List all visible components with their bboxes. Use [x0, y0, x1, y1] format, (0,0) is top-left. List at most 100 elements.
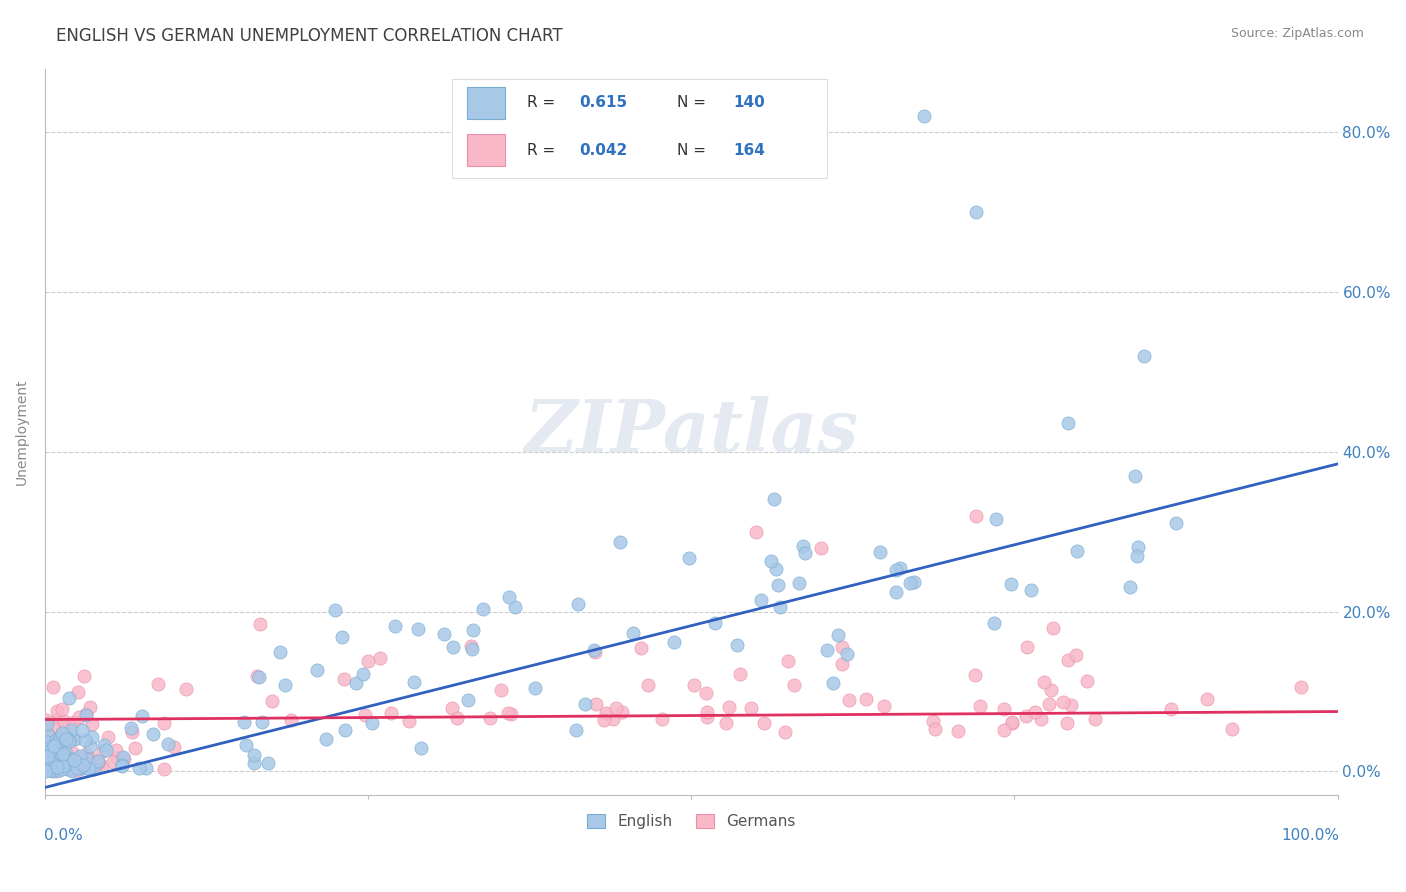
Point	[984, 512, 1007, 526]
Point	[62, 746, 84, 760]
Point	[45, 732, 67, 747]
Point	[59, 762, 82, 776]
Point	[39, 757, 62, 772]
Point	[45, 760, 67, 774]
Point	[42, 680, 65, 694]
Point	[1033, 674, 1056, 689]
Point	[817, 642, 839, 657]
Point	[53, 714, 76, 728]
Point	[66, 761, 89, 775]
Point	[585, 697, 607, 711]
Point	[73, 732, 96, 747]
Point	[37, 751, 59, 765]
Text: 0.0%: 0.0%	[44, 828, 83, 843]
Point	[60, 763, 83, 777]
Point	[963, 668, 986, 682]
Point	[124, 741, 146, 756]
Point	[56, 757, 79, 772]
Point	[152, 715, 174, 730]
Point	[1040, 683, 1063, 698]
Point	[745, 524, 768, 539]
Point	[51, 725, 73, 739]
Point	[35, 715, 58, 730]
Point	[53, 749, 76, 764]
Point	[1195, 692, 1218, 706]
Point	[478, 711, 501, 725]
Point	[404, 674, 426, 689]
Point	[332, 630, 354, 644]
Point	[42, 759, 65, 773]
Point	[593, 713, 616, 727]
Point	[651, 712, 673, 726]
Point	[82, 730, 104, 744]
Point	[75, 747, 97, 762]
Point	[564, 723, 586, 737]
Point	[630, 640, 652, 655]
Point	[765, 562, 787, 576]
Point	[45, 756, 67, 770]
Point	[773, 724, 796, 739]
Point	[121, 721, 143, 735]
Point	[333, 672, 356, 686]
Point	[37, 734, 59, 748]
Point	[35, 754, 58, 768]
Point	[39, 763, 62, 777]
Point	[965, 508, 987, 523]
Point	[128, 761, 150, 775]
Text: ZIPatlas: ZIPatlas	[524, 396, 859, 467]
Point	[80, 751, 103, 765]
Point	[44, 754, 66, 768]
Text: Source: ZipAtlas.com: Source: ZipAtlas.com	[1230, 27, 1364, 40]
Point	[889, 561, 911, 575]
Point	[60, 755, 83, 769]
Point	[1031, 712, 1053, 726]
Point	[1060, 698, 1083, 713]
Point	[35, 733, 58, 747]
Point	[48, 764, 70, 778]
Point	[728, 666, 751, 681]
Point	[35, 714, 58, 728]
Point	[72, 758, 94, 772]
Point	[274, 678, 297, 692]
Point	[1132, 349, 1154, 363]
Point	[41, 760, 63, 774]
Point	[69, 748, 91, 763]
Point	[787, 576, 810, 591]
Point	[94, 742, 117, 756]
Point	[63, 753, 86, 767]
Point	[869, 545, 891, 559]
Point	[768, 578, 790, 592]
Point	[621, 625, 644, 640]
Point	[42, 762, 65, 776]
Point	[52, 744, 75, 758]
Point	[1001, 714, 1024, 729]
Point	[384, 619, 406, 633]
Point	[38, 740, 60, 755]
Point	[1056, 653, 1078, 667]
Point	[51, 725, 73, 739]
Point	[35, 758, 58, 772]
Text: ENGLISH VS GERMAN UNEMPLOYMENT CORRELATION CHART: ENGLISH VS GERMAN UNEMPLOYMENT CORRELATI…	[56, 27, 562, 45]
Point	[37, 762, 59, 776]
Point	[969, 698, 991, 713]
Point	[344, 675, 367, 690]
Point	[637, 678, 659, 692]
Point	[46, 736, 69, 750]
Point	[368, 651, 391, 665]
Point	[759, 553, 782, 567]
Point	[501, 707, 523, 722]
Point	[855, 692, 877, 706]
Point	[583, 642, 606, 657]
Point	[325, 603, 347, 617]
Point	[727, 638, 749, 652]
Point	[51, 729, 73, 743]
Point	[45, 764, 67, 778]
Point	[46, 712, 69, 726]
Point	[174, 682, 197, 697]
Point	[898, 575, 921, 590]
Point	[51, 760, 73, 774]
Point	[52, 759, 75, 773]
Point	[574, 698, 596, 712]
Point	[35, 747, 58, 762]
Point	[41, 763, 63, 777]
